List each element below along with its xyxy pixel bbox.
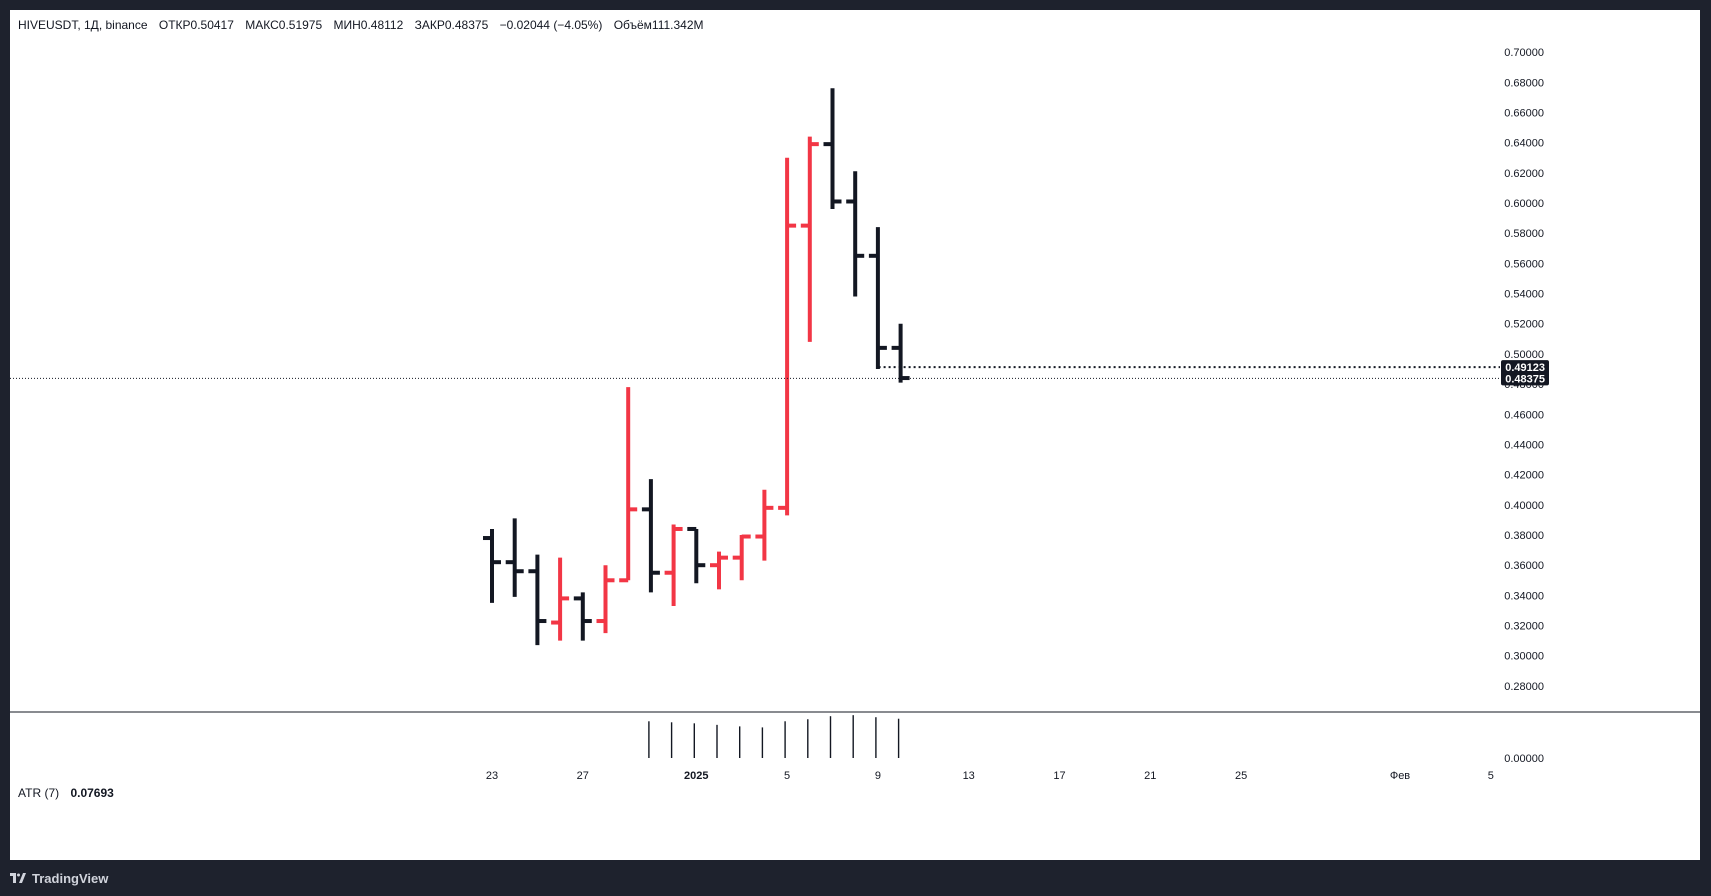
tradingview-logo-icon	[10, 873, 26, 883]
price-bars	[483, 88, 910, 646]
last-price-label-bg	[1501, 371, 1549, 386]
legend-high: МАКС0.51975	[245, 18, 323, 32]
ohlc-bar	[687, 526, 706, 584]
chart-frame[interactable]: 0.00000 0.70000 0.68000 0.66000 0.64000 0.62…	[10, 10, 1700, 860]
atr-axis-zero-label: 0.00000	[1504, 753, 1544, 765]
ohlc-bar	[483, 528, 501, 603]
y-tick-label: 0.30000	[1504, 651, 1544, 663]
time-axis: 23 27 2025 5 9 13 17 21 25 Фев 5	[486, 770, 1494, 782]
legend-volume: Объём111.342M	[613, 18, 704, 32]
ohlc-bar	[891, 323, 910, 383]
footer-brand-label: TradingView	[32, 870, 109, 886]
ohlc-bar	[619, 387, 638, 583]
y-tick-label: 0.68000	[1504, 77, 1544, 89]
x-tick-label: 9	[875, 770, 881, 782]
x-tick-label: 5	[1488, 770, 1494, 782]
y-tick-label: 0.50000	[1504, 349, 1544, 361]
legend-close: ЗАКР0.48375	[414, 18, 489, 32]
y-tick-label: 0.56000	[1504, 258, 1544, 270]
marker-price-label-bg	[1501, 360, 1549, 375]
ohlc-bar	[868, 227, 887, 369]
x-tick-label: 5	[784, 770, 790, 782]
y-tick-label: 0.58000	[1504, 228, 1544, 240]
y-tick-label: 0.54000	[1504, 289, 1544, 301]
ohlc-bar	[732, 534, 751, 581]
atr-histogram: 0.00000	[648, 715, 1544, 765]
price-axis: 0.70000 0.68000 0.66000 0.64000 0.62000 0.600…	[1504, 47, 1544, 693]
ohlc-bar	[641, 479, 660, 593]
x-tick-label: 27	[577, 770, 589, 782]
y-tick-label: 0.64000	[1504, 138, 1544, 150]
ohlc-bar	[800, 136, 819, 342]
y-tick-label: 0.42000	[1504, 470, 1544, 482]
chart-canvas[interactable]: 0.00000 0.70000 0.68000 0.66000 0.64000 0.62…	[10, 10, 1700, 860]
y-tick-label: 0.70000	[1504, 47, 1544, 59]
y-tick-label: 0.28000	[1504, 681, 1544, 693]
legend-open: ОТКР0.50417	[158, 18, 234, 32]
y-tick-label: 0.40000	[1504, 500, 1544, 512]
y-tick-label: 0.38000	[1504, 530, 1544, 542]
ohlc-bar	[778, 157, 797, 516]
ohlc-bar	[573, 592, 592, 641]
atr-label[interactable]: ATR (7)	[18, 786, 60, 800]
x-tick-label: 17	[1053, 770, 1065, 782]
ohlc-bar	[551, 557, 570, 641]
atr-legend: ATR (7) 0.07693	[18, 786, 114, 800]
y-tick-label: 0.32000	[1504, 621, 1544, 633]
ohlc-bar	[846, 171, 865, 297]
last-price-label-text: 0.48375	[1505, 373, 1545, 385]
ohlc-bar	[664, 524, 683, 606]
ohlc-bar	[528, 554, 547, 646]
legend-low: МИН0.48112	[333, 18, 404, 32]
y-tick-label: 0.66000	[1504, 107, 1544, 119]
x-tick-label: 2025	[684, 770, 708, 782]
y-tick-label: 0.46000	[1504, 409, 1544, 421]
ohlc-bar	[596, 565, 615, 634]
x-tick-label: 21	[1144, 770, 1156, 782]
ohlc-bar	[823, 88, 842, 210]
x-tick-label: 25	[1235, 770, 1247, 782]
marker-price-label-text: 0.49123	[1505, 362, 1545, 374]
y-tick-label: 0.36000	[1504, 560, 1544, 572]
y-tick-label: 0.60000	[1504, 198, 1544, 210]
y-tick-label: 0.34000	[1504, 590, 1544, 602]
marker-price-label: 0.49123	[1501, 360, 1549, 375]
ohlc-bar	[710, 551, 728, 590]
y-tick-label: 0.44000	[1504, 439, 1544, 451]
x-tick-label: Фев	[1390, 770, 1410, 782]
ohlc-bar	[755, 489, 774, 561]
x-tick-label: 23	[486, 770, 498, 782]
legend-symbol[interactable]: HIVEUSDT, 1Д, binance	[18, 18, 148, 32]
symbol-legend: HIVEUSDT, 1Д, binance ОТКР0.50417 МАКС0.…	[18, 18, 712, 32]
legend-change: −0.02044 (−4.05%)	[499, 18, 603, 32]
x-tick-label: 13	[963, 770, 975, 782]
y-tick-label: 0.52000	[1504, 319, 1544, 331]
atr-value: 0.07693	[70, 786, 114, 800]
ohlc-bar	[505, 518, 524, 597]
footer-brand[interactable]: TradingView	[10, 866, 108, 890]
last-price-label: 0.48375	[1501, 371, 1549, 386]
y-tick-label: 0.62000	[1504, 168, 1544, 180]
